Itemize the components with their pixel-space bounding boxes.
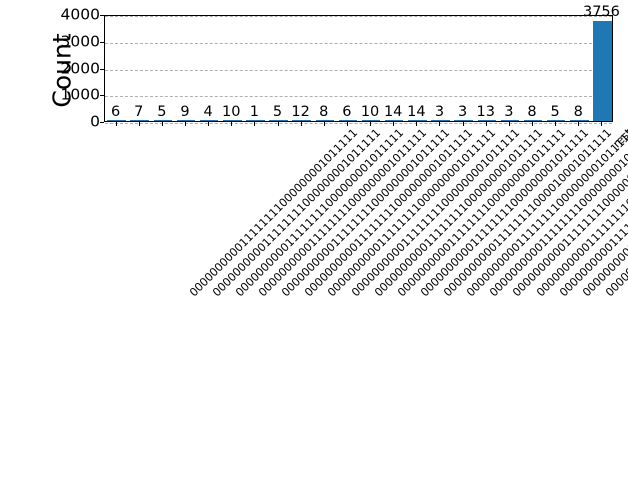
bar[interactable] bbox=[107, 120, 126, 121]
x-axis-tick-marks bbox=[104, 122, 613, 127]
bar[interactable] bbox=[570, 120, 589, 121]
bar-value-label: 3 bbox=[434, 103, 445, 120]
bar[interactable] bbox=[546, 120, 566, 121]
y-axis-tick-marks bbox=[99, 15, 104, 123]
y-axis-tick-label: 3000 bbox=[60, 32, 100, 50]
x-axis-tick-mark bbox=[231, 122, 233, 126]
grid-line bbox=[105, 123, 612, 124]
x-axis-tick-labels: 000000000011111111000000001011111 0000000… bbox=[104, 126, 628, 479]
x-axis-tick-mark bbox=[370, 122, 372, 126]
bar-value-label: 12 bbox=[291, 103, 310, 120]
x-axis-tick-mark bbox=[300, 122, 302, 126]
bar-value-label: 4 bbox=[203, 103, 213, 120]
x-axis-tick-mark bbox=[277, 122, 279, 126]
bar-value-label: 5 bbox=[550, 103, 560, 120]
bar[interactable] bbox=[384, 120, 404, 121]
bar[interactable] bbox=[130, 120, 149, 121]
bar-value-label: 8 bbox=[527, 103, 537, 120]
bar-value-label: 14 bbox=[407, 103, 426, 120]
bar-value-label: 5 bbox=[272, 103, 283, 120]
x-axis-tick-mark bbox=[393, 122, 395, 126]
y-axis-tick-mark bbox=[100, 15, 104, 16]
y-axis-tick-labels: 0 1000 2000 3000 4000 bbox=[42, 0, 100, 479]
bar-value-label: 3 bbox=[504, 103, 514, 120]
x-axis-tick-mark bbox=[508, 122, 510, 126]
x-axis-tick-mark bbox=[555, 122, 557, 126]
grid-line bbox=[105, 69, 612, 71]
y-axis-tick-label: 4000 bbox=[60, 5, 100, 24]
grid-line bbox=[105, 42, 612, 44]
bar[interactable] bbox=[292, 120, 311, 121]
bar[interactable] bbox=[223, 120, 242, 121]
bar-value-label: 3 bbox=[457, 103, 468, 120]
x-axis-tick-mark bbox=[532, 122, 534, 126]
x-axis-tick-mark bbox=[578, 122, 580, 126]
x-axis-tick-mark bbox=[115, 122, 117, 126]
bar-series bbox=[105, 16, 612, 121]
x-axis-tick-mark bbox=[485, 122, 487, 126]
bar-value-labels: 6 7 5 9 4 10 1 5 12 8 6 10 14 14 3 3 13 3 8 5 8 3756 bbox=[104, 0, 620, 122]
y-axis-tick-label: 2000 bbox=[60, 58, 100, 77]
x-axis-tick-mark bbox=[323, 122, 325, 126]
bar-value-label: 10 bbox=[222, 103, 241, 120]
bar[interactable] bbox=[153, 120, 173, 121]
bar-value-label: 6 bbox=[110, 103, 121, 120]
bar-value-label: 3756 bbox=[582, 3, 620, 20]
bar[interactable] bbox=[477, 120, 496, 121]
bar-value-label: 13 bbox=[476, 103, 495, 120]
bar[interactable] bbox=[269, 120, 288, 121]
bar[interactable] bbox=[500, 120, 520, 121]
y-axis-tick-mark bbox=[100, 95, 104, 97]
bar[interactable] bbox=[454, 120, 473, 121]
bar[interactable] bbox=[199, 120, 219, 121]
x-axis-tick-mark bbox=[416, 122, 418, 126]
grid-line bbox=[105, 16, 612, 17]
x-axis-tick-mark bbox=[462, 122, 464, 126]
x-axis-tick-mark bbox=[138, 122, 140, 126]
y-axis-tick-mark bbox=[100, 68, 104, 70]
x-axis-tick-mark bbox=[161, 122, 163, 126]
x-axis-tick-mark bbox=[254, 122, 256, 126]
bar-value-label: 5 bbox=[157, 103, 167, 120]
bar-value-label: 10 bbox=[360, 103, 380, 120]
bar-value-label: 14 bbox=[383, 103, 403, 120]
bar-value-label: 8 bbox=[573, 103, 583, 120]
y-axis-tick-mark bbox=[100, 122, 104, 123]
plot-area bbox=[104, 15, 613, 124]
y-axis-tick-mark bbox=[100, 41, 104, 43]
y-axis-tick-label: 1000 bbox=[60, 85, 100, 104]
bar[interactable] bbox=[338, 120, 358, 121]
bar[interactable] bbox=[246, 120, 265, 121]
bar[interactable] bbox=[593, 20, 612, 121]
y-axis-tick-label: 0 bbox=[90, 112, 100, 131]
bar[interactable] bbox=[408, 120, 427, 121]
x-axis-tick-mark bbox=[346, 122, 348, 126]
bar[interactable] bbox=[523, 120, 543, 121]
x-axis-tick-mark bbox=[439, 122, 441, 126]
bar[interactable] bbox=[176, 120, 196, 121]
bar-value-label: 9 bbox=[180, 103, 190, 120]
x-axis-tick-mark bbox=[208, 122, 210, 126]
bar-value-label: 1 bbox=[249, 103, 259, 120]
bar[interactable] bbox=[315, 120, 335, 121]
x-axis-tick-mark bbox=[184, 122, 186, 126]
x-axis-tick-mark bbox=[601, 122, 603, 126]
bar-value-label: 8 bbox=[319, 103, 329, 120]
bar[interactable] bbox=[431, 120, 450, 121]
bar-value-label: 6 bbox=[342, 103, 352, 120]
bar[interactable] bbox=[361, 120, 381, 121]
bar-value-label: 7 bbox=[134, 103, 144, 120]
grid-line bbox=[105, 96, 612, 98]
